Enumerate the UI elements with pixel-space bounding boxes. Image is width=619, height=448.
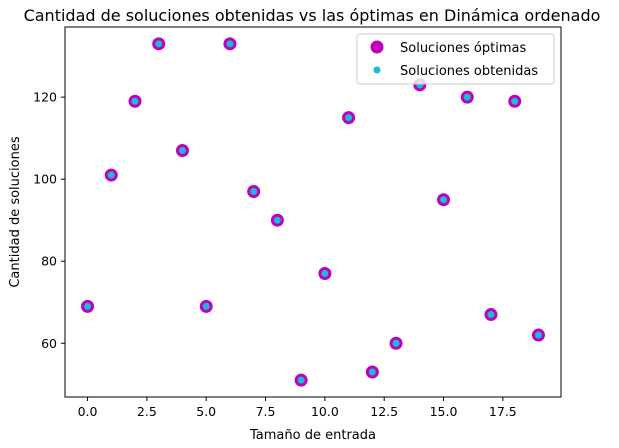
point-obtenidas xyxy=(107,171,115,179)
x-tick-label: 5.0 xyxy=(196,404,216,419)
x-axis: 0.0 2.5 5.0 7.5 10.0 12.5 15.0 17.5 xyxy=(78,397,517,419)
legend: Soluciones óptimas Soluciones obtenidas xyxy=(356,33,555,85)
point-obtenidas xyxy=(250,187,258,195)
y-tick-label: 60 xyxy=(41,336,57,351)
point-obtenidas xyxy=(202,302,210,310)
x-tick-label: 12.5 xyxy=(370,404,398,419)
point-obtenidas xyxy=(321,270,329,278)
point-obtenidas xyxy=(273,216,281,224)
point-obtenidas xyxy=(345,114,353,122)
legend-marker-obtenidas xyxy=(373,66,381,74)
point-obtenidas xyxy=(487,311,495,319)
point-obtenidas xyxy=(84,302,92,310)
series-layer xyxy=(81,37,545,387)
plot-area xyxy=(64,26,562,398)
series-1 xyxy=(84,40,542,384)
point-obtenidas xyxy=(440,196,448,204)
legend-box xyxy=(356,33,555,85)
legend-marker-optimas xyxy=(370,40,384,54)
point-obtenidas xyxy=(297,376,305,384)
chart-title: Cantidad de soluciones obtenidas vs las … xyxy=(24,6,601,25)
point-obtenidas xyxy=(155,40,163,48)
point-obtenidas xyxy=(368,368,376,376)
y-tick-label: 100 xyxy=(33,172,57,187)
point-obtenidas xyxy=(534,331,542,339)
y-tick-label: 80 xyxy=(41,254,57,269)
point-obtenidas xyxy=(131,97,139,105)
point-obtenidas xyxy=(392,339,400,347)
legend-label-optimas: Soluciones óptimas xyxy=(400,41,526,56)
point-obtenidas xyxy=(511,97,519,105)
point-obtenidas xyxy=(463,93,471,101)
legend-label-obtenidas: Soluciones obtenidas xyxy=(400,64,538,79)
x-tick-label: 7.5 xyxy=(256,404,276,419)
y-axis-label: Cantidad de soluciones xyxy=(8,136,23,288)
x-tick-label: 17.5 xyxy=(489,404,517,419)
point-obtenidas xyxy=(178,146,186,154)
x-tick-label: 15.0 xyxy=(430,404,458,419)
point-obtenidas xyxy=(226,40,234,48)
y-tick-label: 120 xyxy=(33,90,57,105)
x-tick-label: 0.0 xyxy=(78,404,98,419)
y-axis: 60 80 100 120 xyxy=(33,90,65,351)
x-axis-label: Tamaño de entrada xyxy=(249,428,376,443)
x-tick-label: 2.5 xyxy=(137,404,157,419)
x-tick-label: 10.0 xyxy=(311,404,339,419)
